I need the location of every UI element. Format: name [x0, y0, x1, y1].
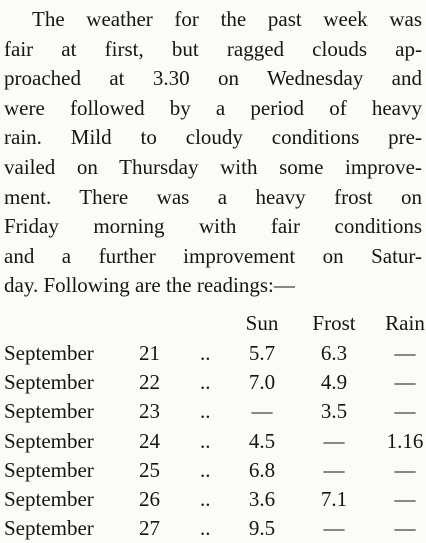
row-day: 26 [139, 487, 160, 511]
row-day: 27 [139, 516, 160, 541]
row-day: 21 [139, 341, 160, 365]
leader-dots: .. [200, 399, 211, 424]
paragraph-line: rain. Mild to cloudy conditions pre- [4, 125, 422, 150]
leader-dots: .. [200, 516, 211, 541]
reading: 4.9 [320, 370, 348, 395]
row-day: 25 [139, 457, 160, 482]
row-label: September [4, 487, 94, 511]
leader-dots: .. [200, 457, 211, 482]
column-header: Frost [312, 311, 356, 335]
row-label: September [4, 516, 94, 541]
reading: — [394, 370, 416, 395]
reading: — [394, 516, 416, 541]
column-header: Sun [245, 311, 279, 335]
row-label: September [4, 341, 94, 365]
leader-dots: .. [200, 428, 211, 453]
paragraph-line: day. Following are the readings:— [4, 273, 295, 298]
reading: 9.5 [248, 516, 276, 541]
leader-dots: .. [200, 370, 211, 395]
reading: 5.7 [248, 341, 276, 365]
paragraph-line: ment. There was a heavy frost on [4, 184, 422, 209]
reading: 4.5 [248, 428, 276, 453]
reading: — [394, 457, 416, 482]
row-day: 23 [139, 399, 160, 424]
row-label: September [4, 428, 94, 453]
column-header: Rain [385, 311, 425, 335]
paragraph-line: fair at first, but ragged clouds ap- [4, 36, 422, 61]
leader-dots: .. [200, 487, 211, 511]
reading: — [323, 516, 345, 541]
reading: 1.16 [386, 428, 424, 453]
reading: — [323, 457, 345, 482]
reading: 6.8 [248, 457, 276, 482]
reading: 3.5 [320, 399, 348, 424]
reading: 6.3 [320, 341, 348, 365]
paragraph-line: and a further improvement on Satur- [4, 243, 422, 268]
reading: — [323, 428, 345, 453]
row-label: September [4, 370, 94, 395]
reading: 7.0 [248, 370, 276, 395]
reading: 3.6 [248, 487, 276, 511]
reading: — [394, 341, 416, 365]
paragraph-line: were followed by a period of heavy [4, 95, 422, 120]
row-label: September [4, 457, 94, 482]
paragraph-line: vailed on Thursday with some improve- [4, 155, 422, 179]
paragraph-line: Friday morning with fair conditions [4, 214, 422, 239]
row-day: 24 [139, 428, 160, 453]
reading: — [251, 399, 273, 424]
paragraph-line: proached at 3.30 on Wednesday and [4, 66, 422, 91]
paragraph-line: The weather for the past week was [32, 7, 422, 31]
reading: — [394, 399, 416, 424]
reading: 7.1 [320, 487, 348, 511]
row-label: September [4, 399, 94, 424]
row-day: 22 [139, 370, 160, 395]
reading: — [394, 487, 416, 511]
leader-dots: .. [200, 341, 211, 365]
